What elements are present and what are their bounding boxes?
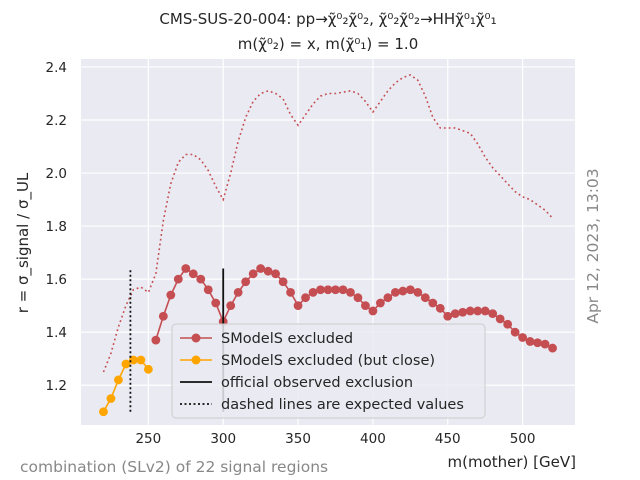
close-point: [136, 355, 146, 365]
x-tick-label: 350: [285, 431, 311, 447]
excluded-point: [398, 286, 408, 296]
excluded-point: [353, 293, 363, 303]
excluded-point: [450, 309, 460, 319]
legend-swatch-excluded-marker: [191, 333, 201, 343]
chart-title-line-1: CMS-SUS-20-004: pp→χ̃⁰₂χ̃⁰₂, χ̃⁰₂χ̃⁰₂→HH…: [159, 10, 496, 28]
excluded-point: [338, 285, 348, 295]
y-tick-label: 1.4: [46, 325, 67, 341]
legend-entry-observed: official observed exclusion: [221, 375, 413, 391]
excluded-point: [480, 306, 490, 316]
excluded-point: [390, 287, 400, 297]
excluded-point: [533, 338, 542, 348]
close-point: [99, 407, 108, 417]
excluded-point: [211, 298, 221, 308]
excluded-point: [361, 301, 370, 311]
excluded-point: [188, 269, 198, 279]
excluded-point: [233, 287, 243, 297]
excluded-point: [226, 301, 236, 311]
excluded-point: [278, 277, 288, 287]
excluded-point: [301, 293, 310, 303]
legend: SModelS excluded SModelS excluded (but c…: [171, 323, 486, 419]
signal-regions-note: combination (SLv2) of 22 signal regions: [20, 458, 328, 476]
x-tick-label: 400: [360, 431, 386, 447]
close-point: [114, 375, 123, 385]
excluded-point: [271, 269, 281, 279]
excluded-point: [420, 293, 430, 303]
excluded-point: [241, 277, 251, 287]
excluded-point: [428, 298, 438, 308]
legend-box: [171, 323, 486, 419]
y-tick-label: 2.0: [46, 166, 67, 182]
legend-entry-expected: dashed lines are expected values: [221, 397, 464, 413]
x-tick-label: 250: [135, 431, 161, 447]
excluded-point: [286, 287, 295, 297]
data-series: [99, 74, 557, 417]
excluded-point: [203, 285, 213, 295]
grid-lines: [81, 59, 575, 425]
excluded-point: [263, 266, 273, 276]
excluded-point: [525, 337, 535, 346]
excluded-point: [383, 293, 393, 303]
x-axis-label: m(mother) [GeV]: [448, 453, 576, 471]
excluded-point: [158, 311, 168, 321]
excluded-point: [256, 264, 266, 273]
excluded-point: [331, 285, 340, 295]
y-tick-label: 2.2: [46, 113, 67, 129]
excluded-point: [443, 311, 453, 321]
excluded-point: [510, 327, 520, 337]
excluded-point: [323, 285, 333, 295]
excluded-point: [308, 287, 318, 297]
y-tick-label: 1.8: [46, 219, 67, 235]
legend-entry-excluded: SModelS excluded: [221, 331, 353, 347]
excluded-point: [166, 290, 176, 300]
x-tick-label: 300: [210, 431, 236, 447]
close-point: [106, 394, 116, 403]
excluded-point: [540, 339, 550, 349]
excluded-point: [346, 287, 355, 297]
excluded-point: [458, 307, 468, 317]
y-tick-label: 2.4: [46, 60, 67, 76]
excluded-point: [196, 274, 206, 284]
timestamp-note: Apr 12, 2023, 13:03: [584, 168, 602, 323]
excluded-point: [503, 319, 513, 329]
excluded-point: [495, 314, 505, 324]
excluded-point: [173, 274, 183, 284]
excluded-point: [405, 285, 415, 295]
expected-r-line: [102, 74, 554, 373]
legend-swatch-close-marker: [191, 355, 201, 365]
legend-entry-close: SModelS excluded (but close): [221, 353, 435, 369]
excluded-point: [518, 333, 528, 342]
excluded-point: [151, 335, 161, 345]
excluded-point: [548, 343, 557, 353]
tick-labels: 250 300 350 400 450 500 1.2 1.4 1.6 1.8 2.0 2.2 2.4: [46, 60, 536, 447]
excluded-point: [293, 301, 303, 311]
excluded-point: [435, 303, 445, 313]
chart-title: CMS-SUS-20-004: pp→χ̃⁰₂χ̃⁰₂, χ̃⁰₂χ̃⁰₂→HH…: [159, 10, 496, 53]
y-tick-label: 1.2: [46, 378, 67, 394]
excluded-point: [465, 306, 475, 316]
excluded-point: [316, 285, 325, 295]
excluded-point: [488, 309, 498, 319]
x-tick-label: 500: [510, 431, 536, 447]
x-tick-label: 450: [435, 431, 461, 447]
excluded-point: [375, 298, 385, 308]
excluded-point: [413, 287, 423, 297]
y-axis-label: r = σ_signal / σ_UL: [14, 172, 33, 313]
close-point: [121, 359, 131, 369]
close-point: [143, 364, 153, 374]
chart-title-line-2: m(χ̃⁰₂) = x, m(χ̃⁰₁) = 1.0: [238, 35, 419, 53]
excluded-point: [181, 264, 191, 273]
excluded-point: [473, 306, 483, 316]
excluded-point: [248, 269, 258, 279]
y-tick-label: 1.6: [46, 272, 67, 288]
excluded-point: [368, 306, 378, 316]
